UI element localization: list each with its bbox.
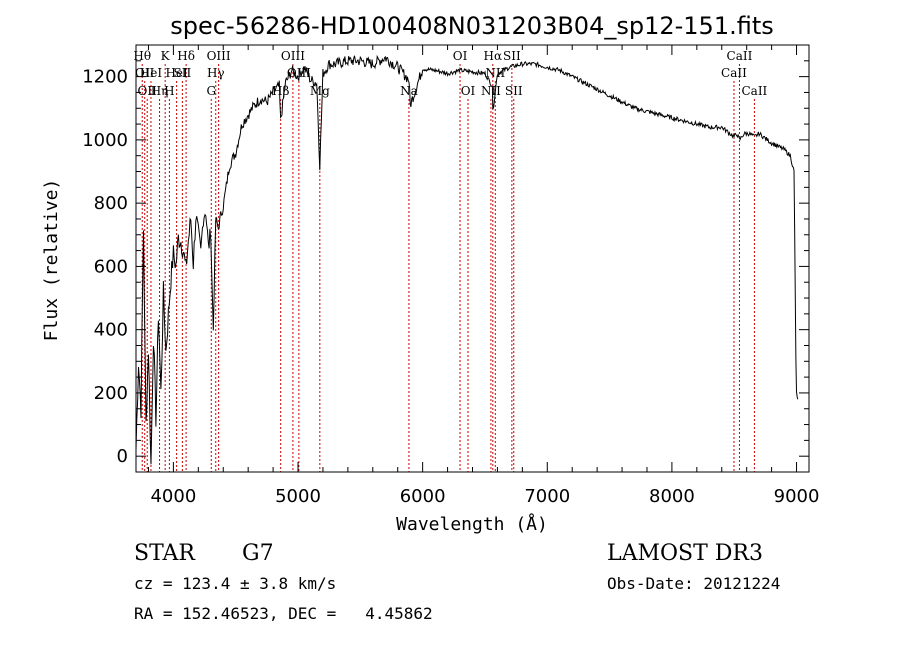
- line-label: Hα: [484, 49, 503, 63]
- line-label: H: [164, 84, 174, 98]
- y-axis-label: Flux (relative): [41, 179, 62, 342]
- line-label: Hδ: [177, 49, 195, 63]
- line-label: OI: [453, 49, 468, 63]
- survey-name: LAMOST DR3: [607, 541, 763, 566]
- x-tick-label: 4000: [150, 486, 196, 507]
- y-tick-label: 1200: [82, 67, 128, 88]
- line-label: Na: [400, 84, 418, 98]
- line-label: OIII: [287, 66, 311, 80]
- line-label: HeI: [165, 66, 188, 80]
- line-label: NII: [485, 66, 505, 80]
- redshift-velocity: cz = 123.4 ± 3.8 km/s: [134, 574, 336, 593]
- object-class: STAR: [134, 541, 196, 566]
- line-label: OII: [138, 84, 158, 98]
- x-tick-label: 9000: [774, 486, 820, 507]
- y-axis: 0 200 400 600 800 1000 1200: [82, 60, 809, 467]
- line-label: CaII: [721, 66, 747, 80]
- line-label: CaII: [727, 49, 753, 63]
- line-label: NII: [481, 84, 501, 98]
- x-tick-label: 6000: [400, 486, 446, 507]
- line-label: SII: [174, 66, 192, 80]
- y-tick-label: 200: [94, 383, 128, 404]
- line-label: Hθ: [133, 49, 151, 63]
- emission-line-markers: [141, 64, 755, 472]
- plot-frame: [135, 44, 810, 473]
- line-label: Hγ: [207, 66, 225, 80]
- y-tick-label: 400: [94, 320, 128, 341]
- emission-line-labels: HθOIIOIIHeIHηKHHeISIIHδGHγOIIIHβOIIIOIII…: [133, 49, 767, 98]
- line-label: OII: [135, 66, 155, 80]
- line-label: OI: [461, 84, 476, 98]
- y-tick-label: 800: [94, 193, 128, 214]
- line-label: SII: [505, 84, 523, 98]
- x-tick-label: 7000: [524, 486, 570, 507]
- x-axis-label: Wavelength (Å): [396, 513, 548, 535]
- line-label: SII: [503, 49, 521, 63]
- line-label: OIII: [207, 49, 231, 63]
- y-tick-label: 1000: [82, 130, 128, 151]
- coordinates: RA = 152.46523, DEC = 4.45862: [134, 604, 433, 623]
- line-label: Mg: [310, 84, 330, 98]
- x-axis: 4000 5000 6000 7000 8000 9000: [147, 45, 820, 507]
- line-label: HeI: [140, 66, 163, 80]
- line-label: OIII: [281, 49, 305, 63]
- series-line-flux: [135, 54, 799, 465]
- x-tick-label: 5000: [275, 486, 321, 507]
- observation-date: Obs-Date: 20121224: [607, 574, 780, 593]
- line-label: CaII: [741, 84, 767, 98]
- line-label: Hη: [151, 84, 169, 98]
- line-label: Hβ: [272, 84, 289, 98]
- chart-title: spec-56286-HD100408N031203B04_sp12-151.f…: [170, 12, 774, 40]
- object-subclass: G7: [242, 541, 274, 566]
- line-label: K: [161, 49, 171, 63]
- y-tick-label: 0: [117, 446, 128, 467]
- line-label: G: [206, 84, 216, 98]
- x-tick-label: 8000: [649, 486, 695, 507]
- y-tick-label: 600: [94, 256, 128, 277]
